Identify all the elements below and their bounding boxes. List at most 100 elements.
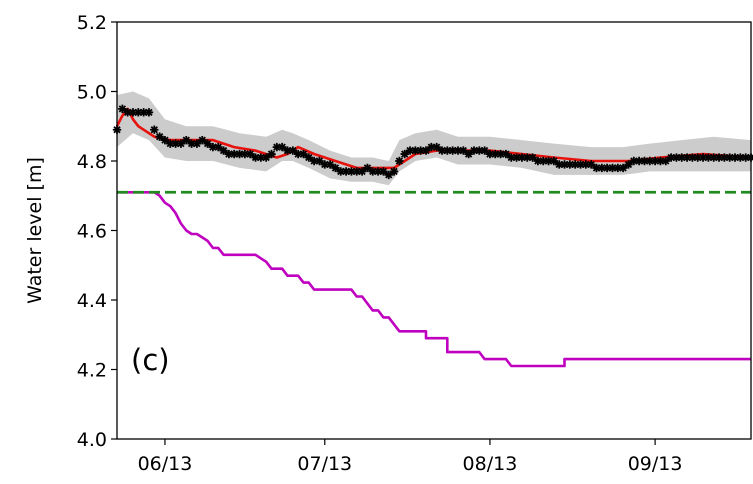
- data-point-marker: [640, 156, 649, 166]
- data-point-marker: [405, 146, 415, 155]
- data-point-marker: [459, 146, 468, 155]
- data-point-marker: [736, 153, 745, 162]
- data-point-marker: [219, 146, 228, 155]
- y-tick-label: 4.8: [77, 151, 107, 173]
- y-tick-label: 4.0: [77, 429, 107, 451]
- data-point-marker: [693, 153, 702, 162]
- data-point-marker: [704, 153, 713, 162]
- data-point-marker: [507, 153, 516, 162]
- plot-frame: [116, 21, 752, 440]
- data-point-marker: [304, 153, 313, 162]
- y-axis-label: Water level [m]: [24, 157, 46, 304]
- data-point-marker: [214, 142, 223, 152]
- data-point-marker: [672, 153, 681, 162]
- data-point-marker: [272, 142, 282, 152]
- data-point-marker: [187, 139, 196, 148]
- data-point-marker: [235, 149, 244, 159]
- data-point-marker: [539, 156, 548, 166]
- data-point-marker: [208, 142, 218, 152]
- data-point-marker: [645, 156, 654, 166]
- data-point-marker: [602, 163, 612, 173]
- data-point-marker: [565, 160, 575, 169]
- y-tick-label: 4.4: [77, 290, 107, 312]
- data-point-marker: [224, 149, 234, 159]
- data-point-marker: [347, 167, 356, 176]
- data-point-marker: [618, 163, 628, 173]
- data-point-marker: [544, 156, 553, 166]
- data-point-marker: [427, 142, 436, 152]
- data-point-marker: [389, 167, 399, 176]
- data-point-marker: [725, 153, 734, 162]
- data-point-marker: [411, 146, 420, 155]
- data-point-marker: [293, 149, 303, 159]
- data-point-marker: [400, 149, 409, 159]
- data-point-marker: [661, 156, 670, 166]
- data-point-marker: [198, 135, 207, 145]
- data-point-marker: [320, 160, 329, 169]
- data-point-marker: [118, 104, 127, 114]
- data-point-marker: [150, 125, 159, 134]
- data-point-marker: [123, 108, 132, 117]
- y-tick-label: 4.2: [77, 360, 107, 382]
- data-point-marker: [688, 153, 697, 162]
- data-point-marker: [256, 153, 266, 162]
- data-point-marker: [501, 149, 511, 159]
- data-point-marker: [480, 146, 489, 155]
- x-axis: 06/13 07/13 08/13 09/13: [138, 439, 683, 475]
- data-point-marker: [315, 156, 324, 166]
- x-tick-label: 06/13: [138, 453, 193, 475]
- data-point-marker: [469, 146, 479, 155]
- data-point-marker: [624, 160, 633, 169]
- data-point-marker: [443, 146, 452, 155]
- data-point-marker: [581, 160, 591, 169]
- data-point-marker: [698, 153, 708, 162]
- data-point-marker: [288, 146, 298, 155]
- data-point-marker: [453, 146, 463, 155]
- data-point-marker: [128, 108, 138, 117]
- data-point-marker: [192, 139, 202, 148]
- data-point-marker: [592, 163, 601, 173]
- data-point-marker: [576, 160, 585, 169]
- data-point-marker: [629, 156, 638, 166]
- data-point-marker: [357, 167, 367, 176]
- data-point-marker: [363, 163, 372, 173]
- data-point-marker: [267, 149, 276, 159]
- data-point-marker: [240, 149, 250, 159]
- data-point-marker: [491, 149, 500, 159]
- data-point-marker: [277, 142, 287, 152]
- data-point-marker: [549, 156, 559, 166]
- data-point-marker: [331, 163, 340, 173]
- data-point-marker: [379, 167, 388, 176]
- data-point-marker: [176, 139, 186, 148]
- data-point-marker: [325, 160, 335, 169]
- data-point-marker: [251, 153, 260, 162]
- data-point-marker: [448, 146, 457, 155]
- data-point-marker: [416, 146, 425, 155]
- data-point-marker: [384, 170, 393, 180]
- data-point-marker: [560, 160, 569, 169]
- uncertainty-band: [117, 91, 751, 186]
- panel-label: (c): [131, 343, 170, 377]
- data-point-marker: [613, 163, 623, 173]
- data-point-marker: [533, 156, 543, 166]
- data-point-marker: [586, 160, 596, 169]
- data-point-marker: [496, 149, 505, 159]
- data-point-marker: [134, 108, 143, 117]
- data-point-marker: [677, 153, 686, 162]
- data-point-marker: [485, 149, 495, 159]
- data-point-marker: [373, 167, 383, 176]
- data-point-marker: [608, 163, 617, 173]
- data-point-marker: [517, 153, 527, 162]
- y-tick-label: 4.6: [77, 221, 107, 243]
- data-point-marker: [432, 142, 441, 152]
- data-point-marker: [682, 153, 692, 162]
- data-point-marker: [570, 160, 580, 169]
- data-point-marker: [182, 135, 191, 145]
- data-point-marker: [203, 139, 212, 148]
- data-point-marker: [512, 153, 521, 162]
- data-point-marker: [155, 132, 164, 141]
- data-point-marker: [437, 146, 447, 155]
- data-point-marker: [741, 153, 750, 162]
- x-tick-label: 09/13: [628, 453, 683, 475]
